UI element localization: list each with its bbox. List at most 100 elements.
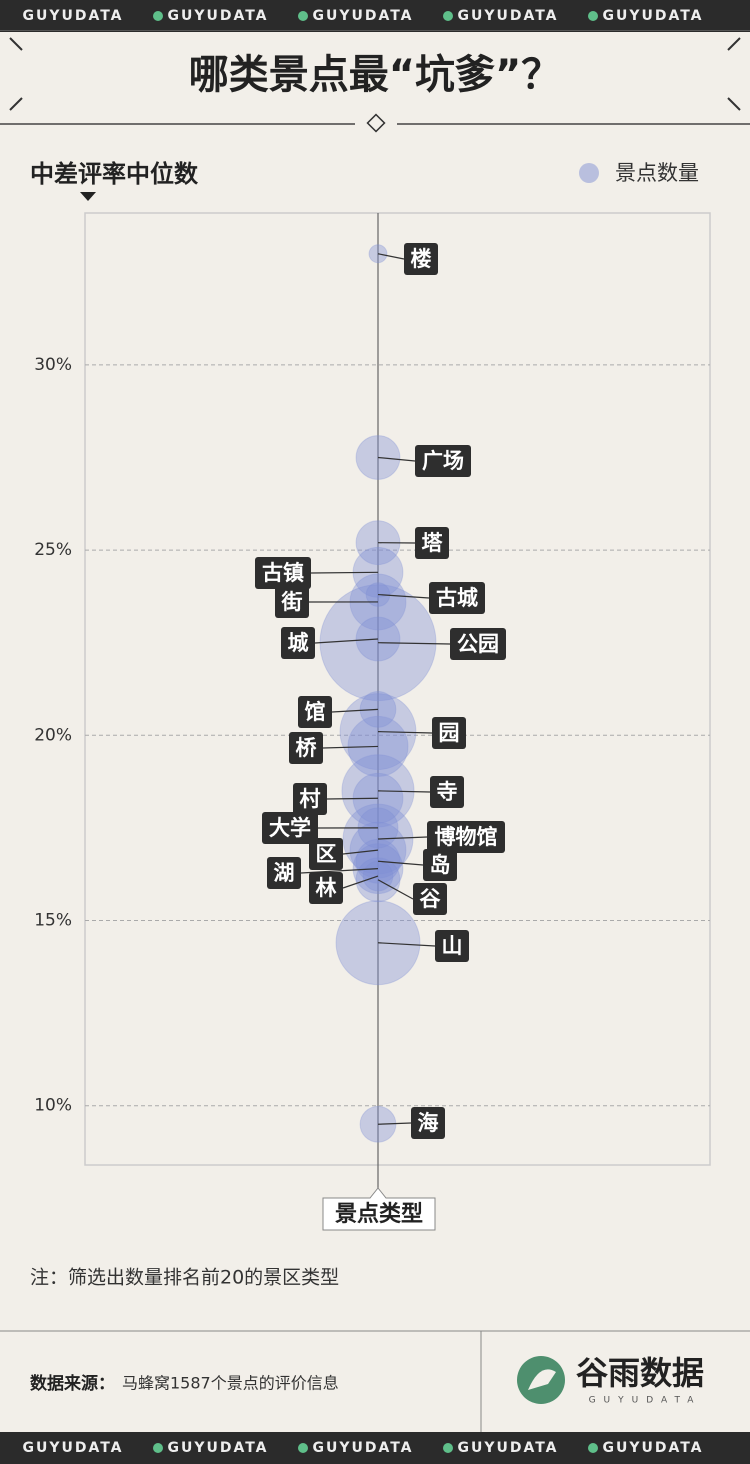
category-label: 馆 xyxy=(305,700,326,724)
bubble xyxy=(368,244,388,264)
leader-line xyxy=(377,456,416,462)
label-box xyxy=(435,930,469,962)
leader-line xyxy=(314,638,379,644)
category-label: 公园 xyxy=(457,632,499,656)
brand-text: GUYUDATA xyxy=(602,1440,703,1456)
category-label: 古城 xyxy=(436,586,478,610)
brand-dot xyxy=(443,11,453,21)
leader-line xyxy=(377,942,436,947)
category-label: 寺 xyxy=(437,780,458,804)
label-box xyxy=(427,821,505,853)
brand-dot xyxy=(153,1443,163,1453)
category-label: 村 xyxy=(300,787,321,811)
label-box xyxy=(413,883,447,915)
label-box xyxy=(423,849,457,881)
note: 注：筛选出数量排名前20的景区类型 xyxy=(30,1267,339,1289)
brand-text: GUYUDATA xyxy=(457,8,558,24)
label-box xyxy=(255,557,311,589)
leader-line xyxy=(310,571,379,574)
category-label: 楼 xyxy=(411,247,432,271)
label-box xyxy=(281,627,315,659)
category-label: 桥 xyxy=(296,736,318,760)
leader-line xyxy=(377,253,405,260)
leader-line xyxy=(331,708,379,713)
category-label: 谷 xyxy=(420,887,442,911)
label-box xyxy=(411,1107,445,1139)
category-label: 园 xyxy=(439,721,460,745)
y-tick-label: 15% xyxy=(34,911,72,931)
label-box xyxy=(267,857,301,889)
category-label: 广场 xyxy=(422,449,464,473)
category-label: 区 xyxy=(316,842,337,866)
brand-dot xyxy=(588,11,598,21)
brand-text: GUYUDATA xyxy=(22,1440,123,1456)
chart-title: 哪类景点最“坑爹”？ xyxy=(189,52,562,98)
label-box xyxy=(415,445,471,477)
brand-dot xyxy=(153,11,163,21)
category-label: 岛 xyxy=(430,853,451,877)
logo-text: 谷雨数据 xyxy=(576,1354,704,1392)
category-label: 古镇 xyxy=(262,561,304,585)
leader-line xyxy=(377,1122,412,1125)
legend-label: 景点数量 xyxy=(615,161,699,185)
label-box xyxy=(450,628,506,660)
label-box xyxy=(275,586,309,618)
brand-text: GUYUDATA xyxy=(457,1440,558,1456)
leader-line xyxy=(322,745,379,749)
leader-line xyxy=(326,797,379,800)
source-label: 数据来源： xyxy=(30,1373,115,1394)
y-axis-title: 中差评率中位数 xyxy=(30,160,199,188)
brand-dot xyxy=(443,1443,453,1453)
leader-line xyxy=(342,875,379,889)
leader-line xyxy=(377,836,428,840)
label-box xyxy=(298,696,332,728)
brand-dot xyxy=(298,1443,308,1453)
leader-line xyxy=(377,593,430,599)
label-box xyxy=(262,812,318,844)
brand-strip xyxy=(0,1432,750,1464)
brand-strip xyxy=(0,0,750,32)
source-text: 马蜂窝1587个景点的评价信息 xyxy=(122,1374,339,1393)
label-box xyxy=(404,243,438,275)
label-box xyxy=(432,717,466,749)
brand-dot xyxy=(588,1443,598,1453)
category-label: 海 xyxy=(418,1111,439,1135)
y-tick-label: 25% xyxy=(34,540,72,560)
y-tick-label: 10% xyxy=(34,1096,72,1116)
label-box xyxy=(415,527,449,559)
label-box xyxy=(309,872,343,904)
category-label: 湖 xyxy=(274,861,295,885)
category-label: 街 xyxy=(281,590,303,614)
y-tick-label: 20% xyxy=(34,725,72,745)
leader-line xyxy=(342,849,379,855)
leader-line xyxy=(377,790,431,793)
label-box xyxy=(289,732,323,764)
leader-line xyxy=(377,730,433,734)
brand-text: GUYUDATA xyxy=(167,8,268,24)
logo-subtext: GUYUDATA xyxy=(589,1396,702,1406)
label-box xyxy=(429,582,485,614)
leader-line xyxy=(377,879,414,900)
legend-marker xyxy=(579,163,599,183)
brand-dot xyxy=(298,11,308,21)
label-box xyxy=(309,838,343,870)
category-label: 山 xyxy=(442,934,463,958)
leader-line xyxy=(377,642,451,645)
x-axis-title: 景点类型 xyxy=(335,1201,423,1227)
brand-text: GUYUDATA xyxy=(312,1440,413,1456)
plot-frame xyxy=(84,212,711,1166)
category-label: 大学 xyxy=(269,816,311,840)
y-tick-label: 30% xyxy=(34,355,72,375)
label-box xyxy=(430,776,464,808)
category-label: 塔 xyxy=(422,531,444,555)
brand-text: GUYUDATA xyxy=(312,8,413,24)
brand-text: GUYUDATA xyxy=(167,1440,268,1456)
brand-text: GUYUDATA xyxy=(22,8,123,24)
leader-line xyxy=(377,860,424,866)
category-label: 博物馆 xyxy=(435,825,498,849)
category-label: 城 xyxy=(288,631,309,655)
category-label: 林 xyxy=(316,876,337,900)
brand-text: GUYUDATA xyxy=(602,8,703,24)
label-box xyxy=(293,783,327,815)
